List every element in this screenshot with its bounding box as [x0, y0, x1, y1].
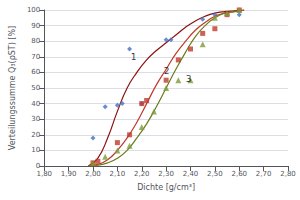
svg-text:70: 70 — [31, 53, 40, 61]
svg-text:2,00: 2,00 — [85, 170, 101, 178]
svg-text:40: 40 — [31, 100, 40, 108]
svg-text:2,70: 2,70 — [256, 170, 272, 178]
svg-text:Verteilungssumme Q₃(ρST) [%]: Verteilungssumme Q₃(ρST) [%] — [8, 26, 17, 150]
svg-text:60: 60 — [31, 68, 40, 76]
svg-text:1,80: 1,80 — [36, 170, 52, 178]
svg-text:2,10: 2,10 — [110, 170, 126, 178]
svg-text:10: 10 — [31, 146, 40, 154]
svg-text:50: 50 — [31, 84, 40, 92]
svg-text:2,40: 2,40 — [183, 170, 199, 178]
svg-text:3: 3 — [186, 74, 192, 84]
svg-text:30: 30 — [31, 115, 40, 123]
svg-text:2,80: 2,80 — [280, 170, 296, 178]
svg-text:2,30: 2,30 — [158, 170, 174, 178]
svg-text:1: 1 — [131, 52, 137, 62]
svg-text:2,60: 2,60 — [231, 170, 247, 178]
svg-text:20: 20 — [31, 131, 40, 139]
svg-text:90: 90 — [31, 22, 40, 30]
svg-text:2: 2 — [164, 66, 170, 76]
svg-text:1,90: 1,90 — [61, 170, 77, 178]
svg-text:2,20: 2,20 — [134, 170, 150, 178]
svg-text:0: 0 — [35, 162, 41, 170]
svg-text:2,50: 2,50 — [207, 170, 223, 178]
svg-text:80: 80 — [31, 37, 40, 45]
svg-text:100: 100 — [27, 6, 40, 14]
svg-text:Dichte [g/cm³]: Dichte [g/cm³] — [137, 183, 195, 192]
